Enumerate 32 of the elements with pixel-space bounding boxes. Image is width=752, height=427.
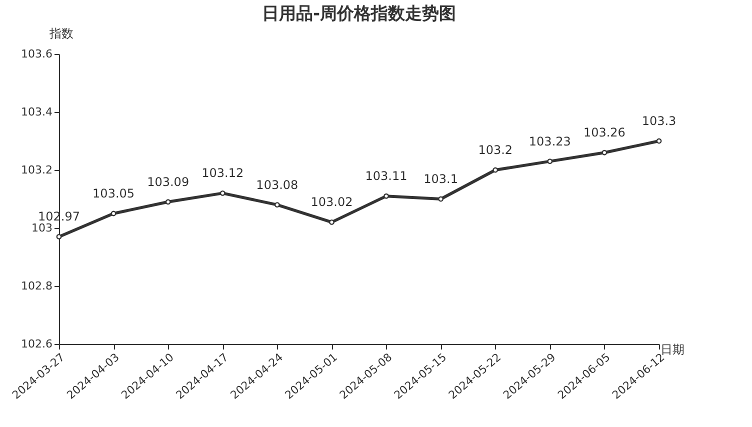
data-label: 103.1 — [424, 172, 458, 186]
y-axis-title: 指数 — [48, 26, 74, 40]
point — [329, 219, 334, 225]
point — [220, 190, 226, 196]
data-label: 103.08 — [256, 178, 298, 192]
data-label: 103.23 — [528, 134, 571, 148]
y-tick-label: 103.6 — [21, 48, 52, 60]
x-axis-title: 日期 — [660, 342, 684, 356]
point — [656, 138, 662, 144]
y-tick-label: 102.8 — [21, 280, 52, 292]
data-label: 103.3 — [642, 114, 676, 128]
point — [110, 210, 116, 216]
data-label: 103.11 — [365, 169, 408, 184]
y-tick-label: 102.6 — [21, 338, 52, 350]
point — [492, 167, 498, 173]
point — [602, 150, 608, 156]
y-tick-label: 103.2 — [21, 164, 52, 176]
data-label: 103.26 — [583, 126, 626, 140]
point — [274, 202, 280, 208]
data-label: 103.2 — [478, 143, 513, 157]
point — [165, 199, 171, 205]
chart-title: 日用品-周价格指数走势图 — [262, 4, 456, 24]
data-label: 103.05 — [92, 186, 135, 200]
point — [56, 234, 62, 240]
point — [547, 158, 553, 164]
point — [384, 193, 389, 199]
point — [438, 196, 444, 202]
y-tick-label: 103.4 — [21, 106, 52, 118]
data-label: 103.02 — [310, 195, 353, 210]
data-label: 103.09 — [147, 174, 190, 189]
data-label: 103.12 — [202, 166, 244, 180]
y-tick-label: 103 — [32, 222, 52, 234]
